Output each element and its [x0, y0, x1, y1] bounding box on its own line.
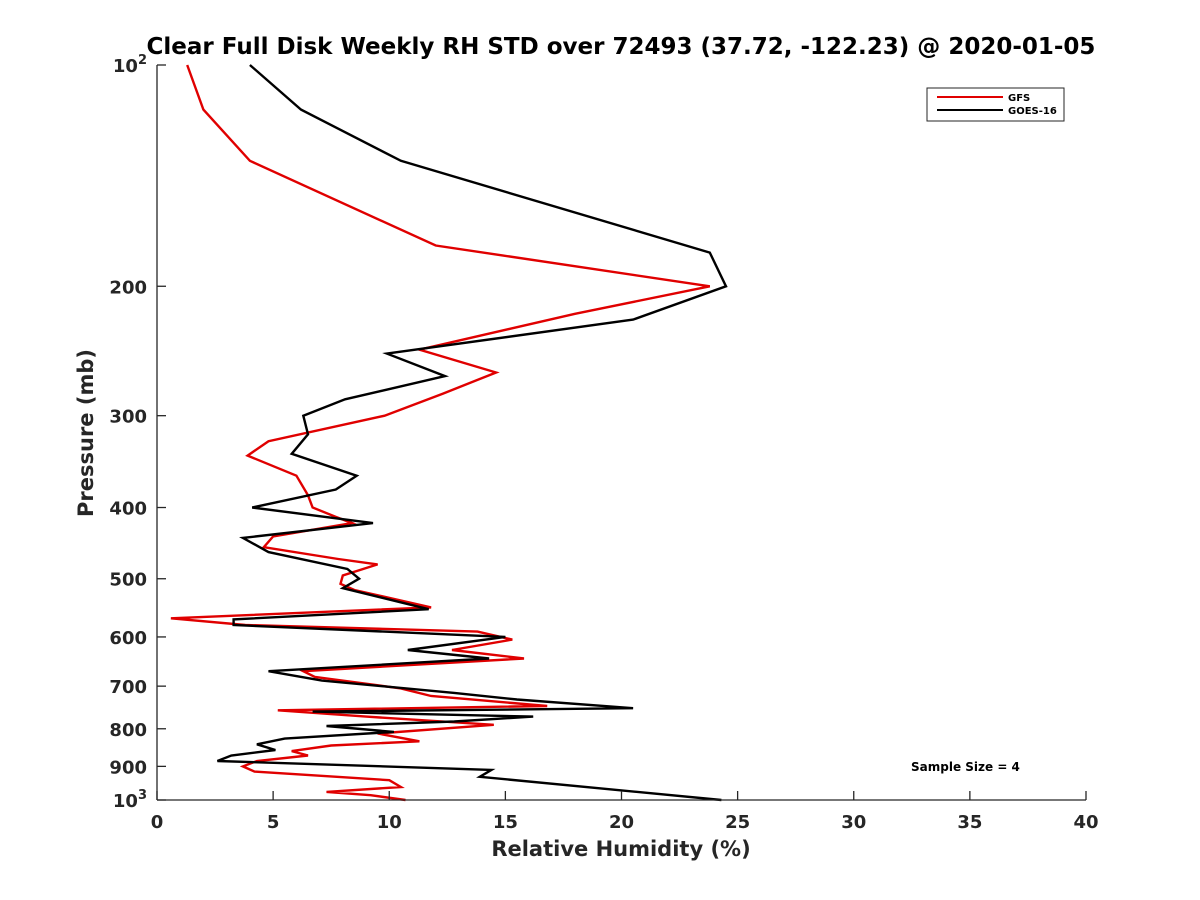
legend-label-gfs: GFS	[1008, 93, 1030, 104]
legend-box	[926, 87, 1065, 122]
x-axis-label: Relative Humidity (%)	[491, 837, 750, 861]
y-tick-label: 800	[109, 720, 147, 741]
y-tick-label: 103	[113, 788, 147, 812]
y-axis-label: Pressure (mb)	[74, 349, 98, 517]
y-tick-label: 600	[109, 628, 147, 649]
x-tick-label: 30	[841, 812, 866, 833]
plot-lines	[170, 64, 728, 802]
y-ticks: 102 200 300 400 500 600 700 800 900 103	[109, 53, 166, 812]
x-tick-label: 25	[725, 812, 750, 833]
legend: GFS GOES-16	[926, 87, 1065, 122]
x-tick-label: 0	[151, 812, 164, 833]
x-tick-label: 35	[957, 812, 982, 833]
series-line-gfs	[170, 64, 711, 802]
x-tick-label: 10	[377, 812, 402, 833]
sample-size-annotation: Sample Size = 4	[911, 760, 1020, 774]
y-tick-label: 400	[109, 499, 147, 520]
chart-title: Clear Full Disk Weekly RH STD over 72493…	[147, 34, 1096, 60]
y-tick-label: 200	[109, 277, 147, 298]
x-tick-label: 20	[609, 812, 634, 833]
y-tick-label: 700	[109, 677, 147, 698]
legend-label-goes16: GOES-16	[1008, 106, 1057, 117]
y-tick-label: 102	[113, 53, 147, 77]
series-line-goes16	[216, 64, 728, 802]
x-ticks: 0 5 10 15 20 25 30 35 40	[151, 791, 1099, 833]
x-tick-label: 40	[1073, 812, 1098, 833]
y-tick-label: 300	[109, 407, 147, 428]
x-tick-label: 15	[493, 812, 518, 833]
y-tick-label: 900	[109, 757, 147, 778]
x-tick-label: 5	[267, 812, 280, 833]
y-tick-label: 500	[109, 570, 147, 591]
